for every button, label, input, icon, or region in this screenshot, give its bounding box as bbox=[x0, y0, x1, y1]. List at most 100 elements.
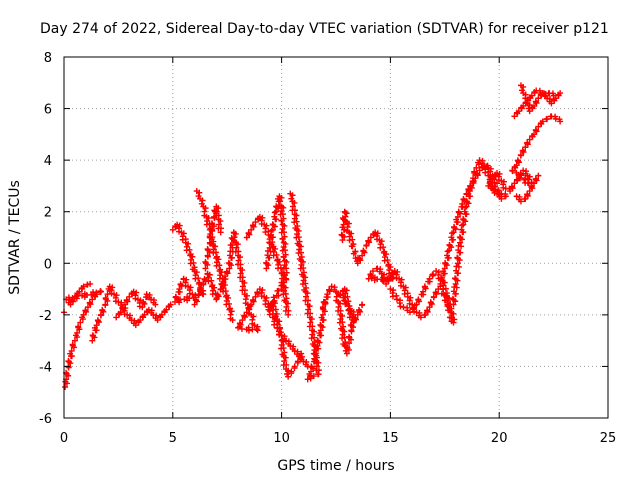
data-point bbox=[169, 226, 176, 233]
data-point bbox=[245, 304, 252, 311]
data-point bbox=[415, 296, 422, 303]
x-axis-label: GPS time / hours bbox=[277, 458, 394, 474]
data-point bbox=[259, 287, 266, 294]
data-point bbox=[455, 208, 462, 215]
data-point bbox=[517, 198, 524, 205]
data-point bbox=[420, 288, 427, 295]
data-point bbox=[541, 92, 548, 99]
data-point bbox=[348, 307, 355, 314]
data-point bbox=[311, 334, 318, 341]
data-point bbox=[515, 173, 522, 180]
data-point bbox=[278, 207, 285, 214]
data-point bbox=[263, 222, 270, 229]
data-point bbox=[526, 173, 533, 180]
data-point bbox=[218, 280, 225, 287]
data-point bbox=[452, 275, 459, 282]
data-point bbox=[450, 296, 457, 303]
data-point bbox=[281, 262, 288, 269]
data-point bbox=[197, 286, 204, 293]
data-point bbox=[343, 210, 350, 217]
data-point bbox=[345, 333, 352, 340]
data-point bbox=[442, 297, 449, 304]
data-point bbox=[291, 363, 298, 370]
data-point bbox=[427, 299, 434, 306]
grid-lines bbox=[64, 57, 608, 418]
data-point bbox=[193, 269, 200, 276]
data-point bbox=[119, 304, 126, 311]
data-point bbox=[183, 276, 190, 283]
data-point bbox=[214, 291, 221, 298]
data-point bbox=[152, 301, 159, 308]
data-point bbox=[273, 292, 280, 299]
data-point bbox=[250, 313, 257, 320]
data-point bbox=[86, 299, 93, 306]
data-point bbox=[89, 337, 96, 344]
data-point bbox=[384, 276, 391, 283]
data-point bbox=[308, 363, 315, 370]
data-point bbox=[199, 197, 206, 204]
data-point bbox=[369, 268, 376, 275]
data-point bbox=[259, 214, 266, 221]
data-point bbox=[271, 209, 278, 216]
data-point bbox=[263, 294, 270, 301]
data-point bbox=[315, 359, 322, 366]
data-point bbox=[487, 178, 494, 185]
data-point bbox=[433, 268, 440, 275]
data-point bbox=[494, 188, 501, 195]
data-point bbox=[349, 243, 356, 250]
data-point bbox=[236, 320, 243, 327]
data-point bbox=[267, 302, 274, 309]
data-point bbox=[196, 189, 203, 196]
data-point bbox=[410, 304, 417, 311]
data-point bbox=[68, 347, 75, 354]
x-tick-label: 20 bbox=[491, 431, 508, 446]
data-point bbox=[343, 350, 350, 357]
data-point bbox=[304, 376, 311, 383]
data-point bbox=[511, 180, 518, 187]
data-point bbox=[548, 100, 555, 107]
data-point bbox=[272, 306, 279, 313]
data-point bbox=[201, 275, 208, 282]
data-point bbox=[508, 183, 515, 190]
data-point bbox=[81, 293, 88, 300]
data-point bbox=[371, 277, 378, 284]
data-point bbox=[307, 368, 314, 375]
y-tick-label: 6 bbox=[44, 103, 52, 118]
data-point bbox=[460, 196, 467, 203]
data-point bbox=[133, 289, 140, 296]
data-point bbox=[202, 258, 209, 265]
data-point bbox=[177, 281, 184, 288]
data-point bbox=[340, 221, 347, 228]
data-point bbox=[355, 306, 362, 313]
data-point bbox=[291, 199, 298, 206]
data-point bbox=[387, 264, 394, 271]
data-point bbox=[450, 319, 457, 326]
data-point bbox=[295, 227, 302, 234]
data-point bbox=[222, 288, 229, 295]
data-point bbox=[202, 205, 209, 212]
data-point bbox=[228, 308, 235, 315]
data-point bbox=[402, 284, 409, 291]
data-point bbox=[532, 98, 539, 105]
data-point bbox=[204, 252, 211, 259]
data-point bbox=[441, 265, 448, 272]
data-point bbox=[310, 328, 317, 335]
data-point bbox=[123, 296, 130, 303]
data-point bbox=[470, 175, 477, 182]
data-point bbox=[192, 296, 199, 303]
data-point bbox=[557, 90, 564, 97]
data-point bbox=[232, 230, 239, 237]
data-point bbox=[528, 92, 535, 99]
data-point bbox=[132, 322, 139, 329]
data-point bbox=[398, 276, 405, 283]
data-point bbox=[62, 384, 69, 391]
data-point bbox=[311, 350, 318, 357]
x-tick-label: 15 bbox=[382, 431, 399, 446]
y-tick-label: 2 bbox=[44, 206, 52, 221]
data-point bbox=[284, 370, 291, 377]
data-point bbox=[180, 230, 187, 237]
data-point bbox=[535, 123, 542, 130]
data-point bbox=[454, 213, 461, 220]
data-point bbox=[276, 258, 283, 265]
data-point bbox=[400, 304, 407, 311]
